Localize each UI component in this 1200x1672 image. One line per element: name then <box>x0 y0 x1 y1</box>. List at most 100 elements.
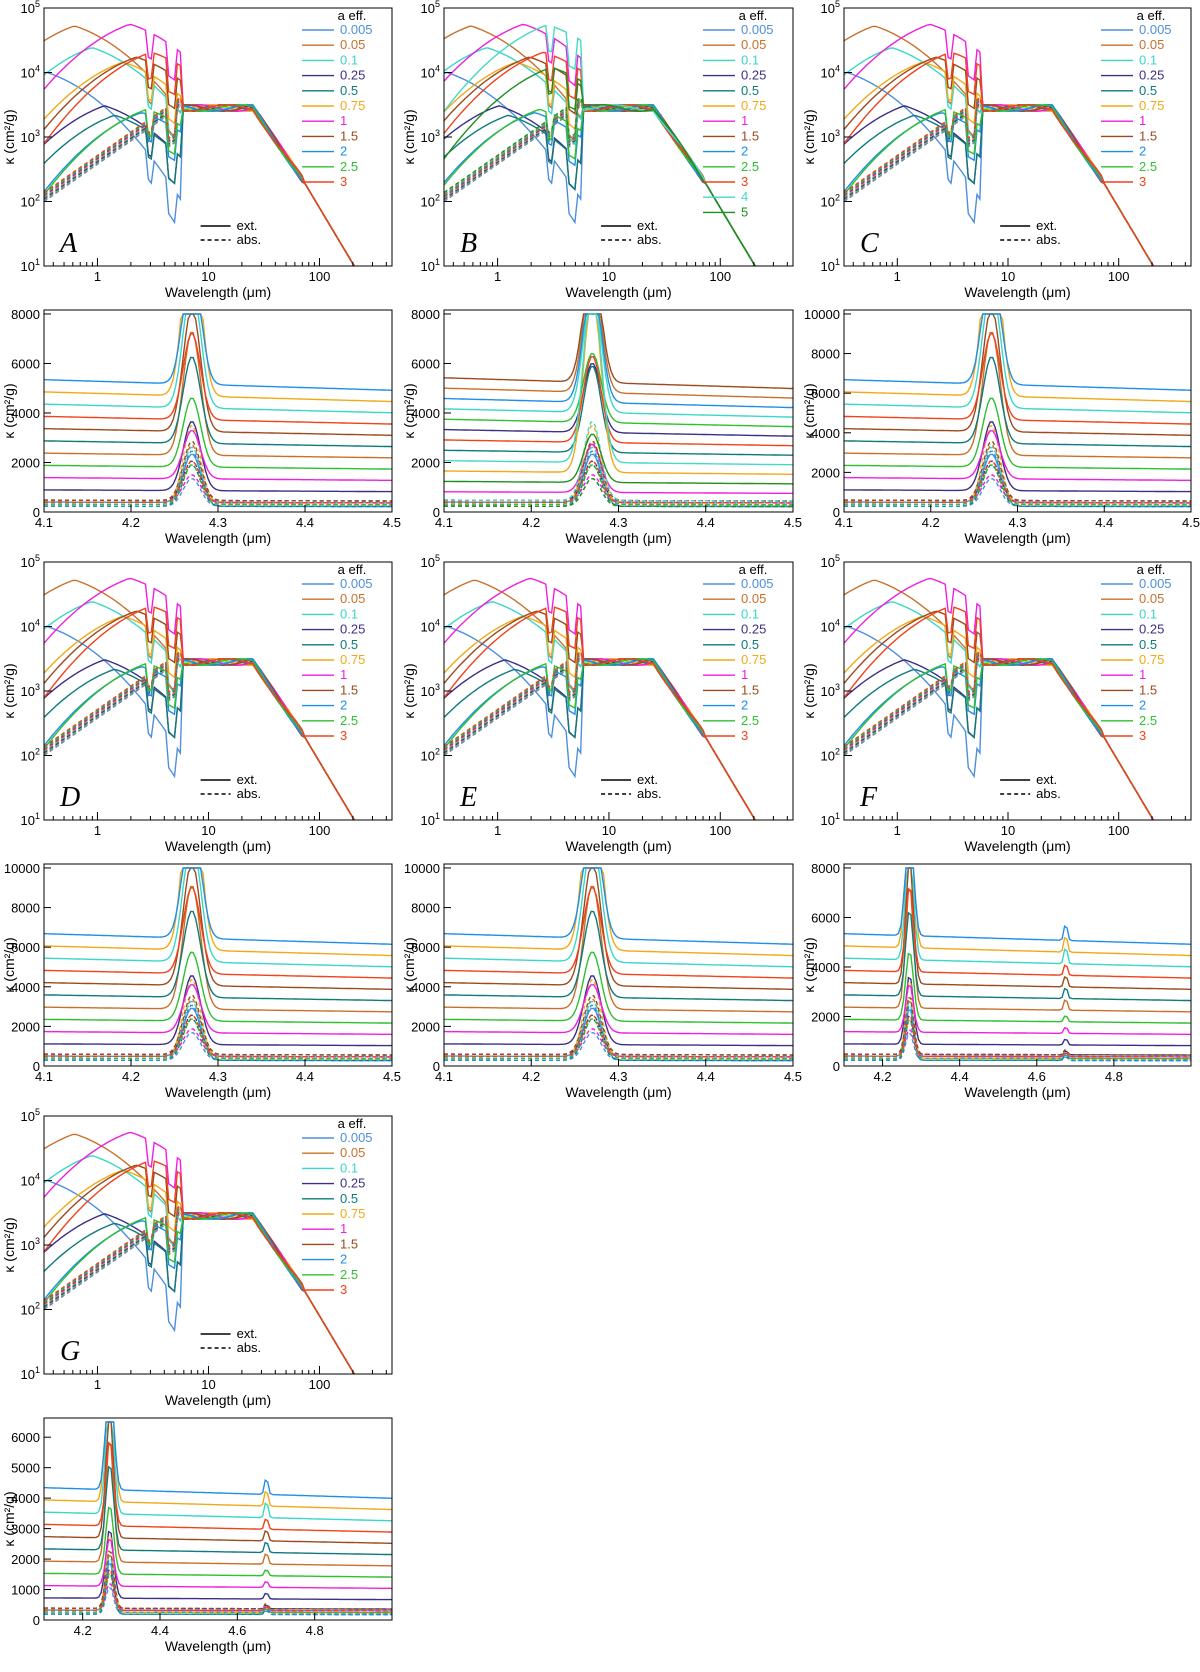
legend-label: 2 <box>741 698 748 713</box>
series-line-3-ext <box>844 52 1155 266</box>
curves <box>444 23 756 266</box>
series-line-0.5-ext <box>844 356 1191 448</box>
x-tick-label: 4.2 <box>74 1623 92 1638</box>
legend-abs-label: abs. <box>1036 232 1061 247</box>
y-axis-label: κ (cm²/g) <box>1 1491 17 1546</box>
legend-label: 1.5 <box>340 682 358 697</box>
x-axis-label: Wavelength (μm) <box>165 1638 271 1654</box>
legend-label: 2.5 <box>340 713 358 728</box>
x-tick-label: 10 <box>602 823 616 838</box>
legend-label: 0.5 <box>741 637 759 652</box>
series-line-5-ext <box>444 433 793 485</box>
plot-frame <box>43 1417 393 1621</box>
panel-F-log: 1 10 100 101 102 103 104 105 Wavelength (μm) κ (c… <box>801 553 1192 854</box>
x-tick-label: 10 <box>201 1377 215 1392</box>
series-line-3-abs <box>44 460 392 504</box>
legend-label: 0.005 <box>340 22 373 37</box>
legend-label: 0.1 <box>1139 52 1157 67</box>
legend-label: 4 <box>741 189 748 204</box>
legend-label: 0.05 <box>340 37 365 52</box>
series-line-0.5-ext <box>44 1465 392 1556</box>
y-tick-label: 101 <box>21 811 40 828</box>
series-line-1.5-abs <box>444 995 793 1056</box>
legend-label: 0.5 <box>340 637 358 652</box>
series-line-1-ext <box>444 443 793 495</box>
curves <box>44 867 392 1062</box>
y-tick-label: 6000 <box>811 386 840 401</box>
legend-title: a eff. <box>1137 562 1166 577</box>
legend-label: 0.1 <box>741 52 759 67</box>
legend-label: 1.5 <box>741 682 759 697</box>
y-axis-label: κ (cm²/g) <box>801 663 817 718</box>
series-line-1.5-abs <box>844 996 1191 1056</box>
legend-label: 2.5 <box>741 713 759 728</box>
series-line-1-abs <box>44 100 356 266</box>
panel-D-log: 1 10 100 101 102 103 104 105 Wavelength (μm) κ (c… <box>1 553 393 854</box>
series-line-2.5-abs <box>444 1018 793 1060</box>
y-tick-label: 105 <box>421 553 440 570</box>
series-line-0.25-ext <box>444 363 793 437</box>
legend-label: 3 <box>340 1282 347 1297</box>
panel-B-zoom: 4.1 4.2 4.3 4.4 4.5 0 2000 4000 6000 8000 Waveleng… <box>401 307 802 546</box>
x-tick-label: 10 <box>602 269 616 284</box>
series-line-0.25-ext <box>844 976 1191 1047</box>
series-line-2.5-abs <box>44 1573 392 1614</box>
x-tick-label: 4.5 <box>383 515 401 530</box>
series-line-0.1-abs <box>444 446 793 504</box>
x-tick-label: 4.3 <box>1008 515 1026 530</box>
curves <box>844 867 1191 1062</box>
series-line-0.75-ext <box>44 867 392 957</box>
legend-label: 0.005 <box>741 576 774 591</box>
y-tick-label: 6000 <box>11 1430 40 1445</box>
series-line-0.5-ext <box>444 365 793 456</box>
series-line-1.5-ext <box>844 313 1191 436</box>
legend-label: 1 <box>340 1221 347 1236</box>
y-tick-label: 10000 <box>804 307 840 322</box>
y-tick-label: 4000 <box>811 960 840 975</box>
legend-label: 2 <box>340 1252 347 1267</box>
y-tick-label: 101 <box>821 811 840 828</box>
legend-label: 0.75 <box>1139 652 1164 667</box>
series-line-3-ext <box>44 606 356 820</box>
x-tick-label: 100 <box>709 269 731 284</box>
y-tick-label: 105 <box>21 1107 40 1124</box>
legend-ext-label: ext. <box>1036 772 1057 787</box>
x-tick-label: 1 <box>894 269 901 284</box>
y-tick-label: 6000 <box>11 356 40 371</box>
x-axis-label: Wavelength (μm) <box>165 838 271 854</box>
series-line-3-ext <box>44 333 392 425</box>
y-tick-label: 4000 <box>411 406 440 421</box>
series-line-2-ext <box>844 867 1191 945</box>
legend-label: 0.75 <box>340 1206 365 1221</box>
y-tick-label: 103 <box>21 128 40 145</box>
y-tick-label: 104 <box>421 64 440 81</box>
x-tick-label: 4.2 <box>522 1069 540 1084</box>
y-axis-label: κ (cm²/g) <box>1 663 17 718</box>
series-line-3-ext <box>444 355 793 447</box>
series-line-2-ext <box>444 867 793 945</box>
series-line-2.5-ext <box>44 951 392 1024</box>
y-tick-label: 104 <box>821 618 840 635</box>
x-tick-label: 4.5 <box>383 1069 401 1084</box>
y-tick-label: 6000 <box>11 940 40 955</box>
series-line-0.25-abs <box>844 460 1191 502</box>
x-tick-label: 4.2 <box>122 515 140 530</box>
x-tick-label: 4.3 <box>209 515 227 530</box>
x-tick-label: 4.3 <box>209 1069 227 1084</box>
y-tick-label: 105 <box>21 0 40 16</box>
series-line-3-ext <box>844 333 1191 425</box>
series-line-4-ext <box>444 313 793 466</box>
series-line-0.05-ext <box>44 331 392 459</box>
series-line-3-abs <box>44 1204 356 1374</box>
panel-D-zoom: 4.1 4.2 4.3 4.4 4.5 0 2000 4000 6000 8000 10000 Wav… <box>1 861 401 1100</box>
series-line-4-abs <box>444 421 793 502</box>
y-tick-label: 8000 <box>811 347 840 362</box>
legend-ext-label: ext. <box>237 772 258 787</box>
x-tick-label: 4.1 <box>435 515 453 530</box>
series-line-3-abs <box>844 460 1191 504</box>
panel-G-zoom: 4.2 4.4 4.6 4.8 0 1000 2000 3000 4000 5000 6000 Wav… <box>1 1417 393 1654</box>
y-tick-label: 102 <box>421 193 440 210</box>
panel-letter: F <box>859 782 878 813</box>
legend-abs-label: abs. <box>637 232 662 247</box>
series-line-1.5-ext <box>44 313 392 436</box>
